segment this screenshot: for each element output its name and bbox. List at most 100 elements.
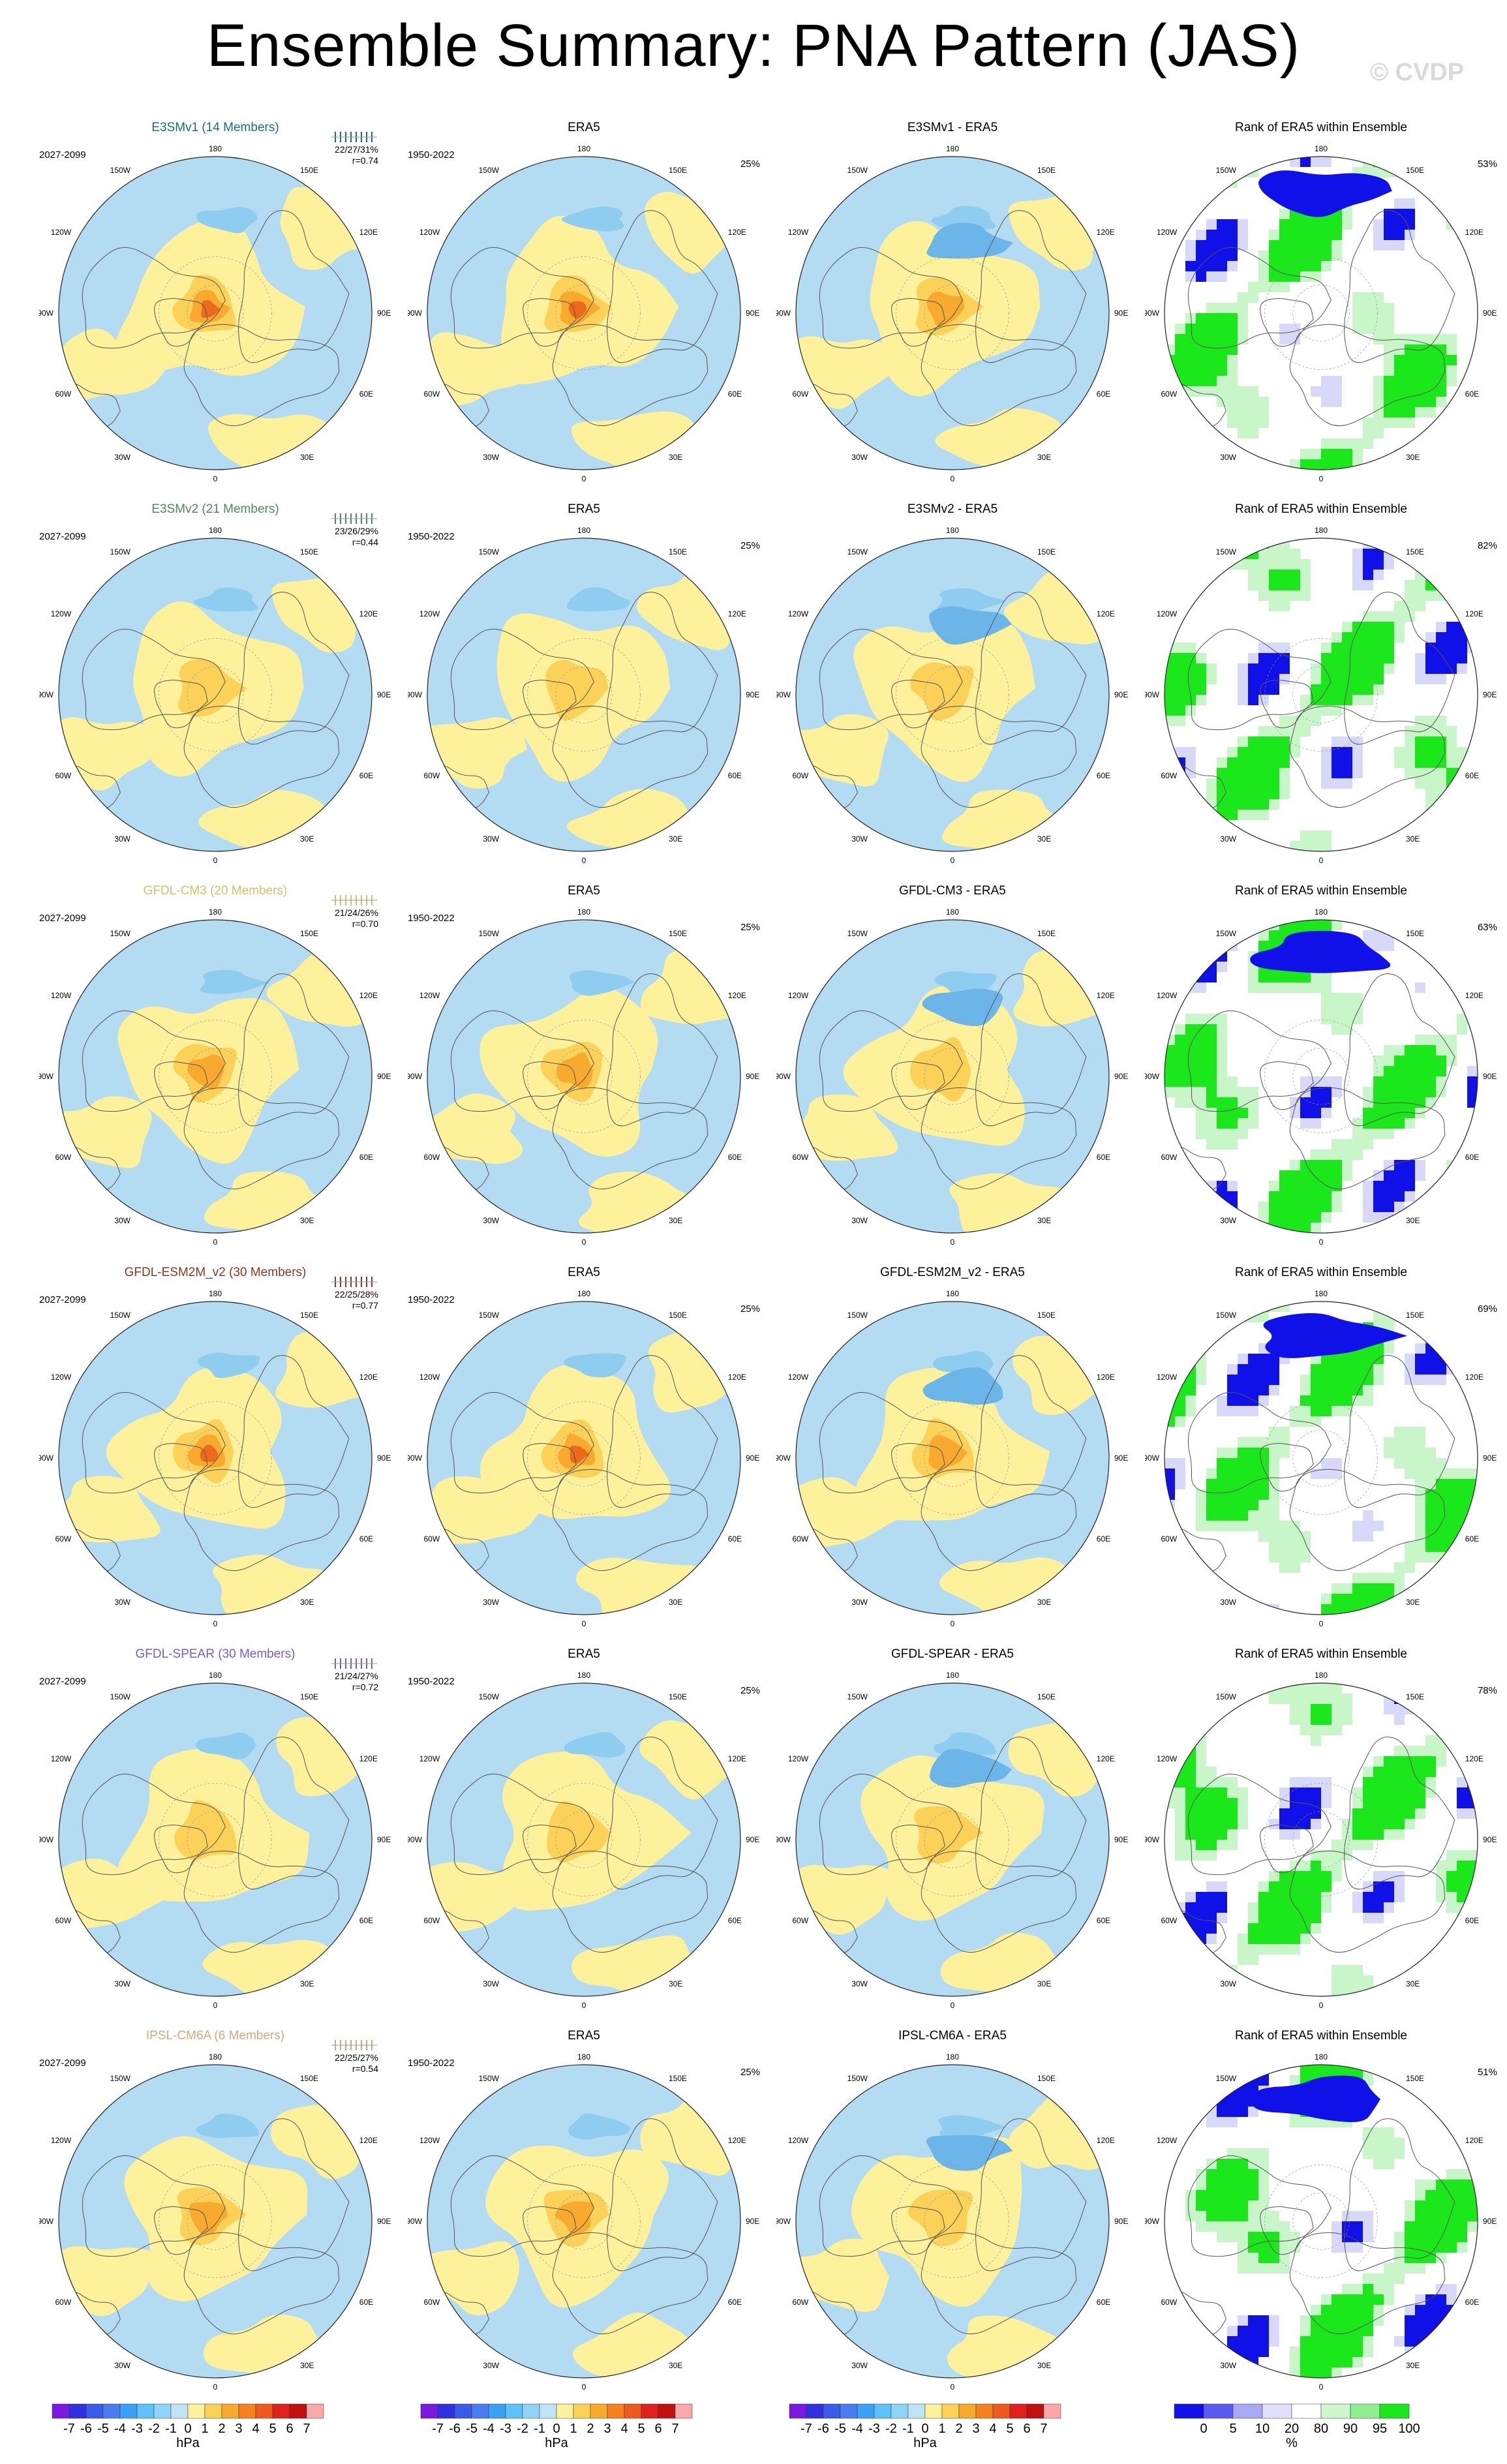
grid-label-lat180: 180 (1315, 1671, 1328, 1680)
grid-label-lon0: 0 (1319, 1238, 1324, 1247)
grid-label-lon120e: 120E (1465, 1373, 1484, 1382)
pattern-correlation: r=0.70 (352, 919, 378, 929)
colorbar-tick-label: -4 (114, 2422, 126, 2436)
grid-label-lon60w: 60W (424, 2298, 440, 2307)
grid-label-lon90e: 90E (1114, 309, 1128, 318)
obs-title: ERA5 (568, 121, 600, 134)
grid-label-lon60w: 60W (1161, 2298, 1178, 2307)
grid-label-lon30e: 30E (1406, 1216, 1420, 1225)
polar-map-obs: 180 0 150W 150E 120W 120E 90W 90E 60W 60E 30W 30E (408, 907, 759, 1247)
grid-label-lon90e: 90E (1483, 1072, 1497, 1081)
percent-variance: 78% (1477, 1685, 1497, 1696)
cvdp-watermark: © CVDP (1370, 59, 1465, 86)
grid-label-lon60e: 60E (359, 1916, 373, 1925)
panel-obs-row-1: ERA5 1950-2022 25% 180 0 150W 150E 120W 120E 90W 9… (408, 121, 760, 502)
grid-label-lon150e: 150E (1037, 929, 1056, 938)
grid-label-lon30e: 30E (1406, 834, 1420, 844)
variance-ratio: 22/25/27% (335, 2052, 378, 2063)
colorbar-tick-label: 2 (955, 2422, 962, 2436)
grid-label-lat180: 180 (946, 1671, 959, 1680)
grid-label-lon90w: 90W (408, 1072, 423, 1081)
grid-label-lon60e: 60E (728, 2298, 742, 2307)
grid-label-lon60w: 60W (55, 1534, 72, 1544)
variance-ratio: 21/24/26% (335, 907, 378, 918)
colorbar-tick-label: 3 (235, 2422, 242, 2436)
grid-label-lon30w: 30W (114, 453, 130, 462)
grid-label-lon0: 0 (951, 856, 955, 865)
grid-label-lon30w: 30W (851, 453, 868, 462)
colorbar-unit: hPa (913, 2436, 937, 2450)
grid-label-lon30w: 30W (483, 1598, 499, 1607)
variance-ratio: 21/24/27% (335, 1671, 378, 1681)
grid-label-lon30w: 30W (851, 1979, 868, 1988)
polar-map-obs: 180 0 150W 150E 120W 120E 90W 90E 60W 60E 30W 30E (408, 2052, 759, 2392)
grid-label-lon30e: 30E (300, 1598, 314, 1607)
colorbar-tick-label: 5 (269, 2422, 276, 2436)
grid-label-lon90e: 90E (746, 1072, 759, 1081)
grid-label-lon60e: 60E (359, 2298, 373, 2307)
grid-label-lon90e: 90E (746, 1835, 759, 1844)
ratio-label: 22/25/27% r=0.54 (335, 2052, 378, 2075)
panel-model-row-4: GFDL-ESM2M_v2 (30 Members) 2027-2099 22/25… (39, 1266, 391, 1647)
colorbar-tick-label: -1 (902, 2422, 914, 2436)
diff-title: GFDL-CM3 - ERA5 (899, 884, 1006, 898)
grid-label-lon0: 0 (213, 856, 218, 865)
model-title: E3SMv2 (21 Members) (151, 502, 279, 516)
grid-label-lon90w: 90W (408, 2217, 423, 2226)
grid-label-lon90w: 90W (776, 1835, 791, 1844)
panel-diff-row-3: GFDL-CM3 - ERA5 180 0 150W 150E 120W 120E 90W 90… (776, 884, 1129, 1266)
grid-label-lon120e: 120E (728, 609, 746, 618)
grid-label-lon0: 0 (213, 474, 218, 483)
grid-label-lon30w: 30W (1220, 453, 1236, 462)
ratio-label: 22/27/31% r=0.74 (335, 144, 378, 166)
grid-label-lon120e: 120E (1097, 1373, 1115, 1382)
grid-label-lon0: 0 (951, 1238, 955, 1247)
grid-label-lat180: 180 (209, 1289, 222, 1298)
grid-label-lon30e: 30E (1037, 2361, 1051, 2370)
grid-label-lat180: 180 (209, 144, 222, 153)
percent-variance: 51% (1477, 2067, 1497, 2078)
grid-label-lon60e: 60E (359, 771, 373, 780)
grid-label-lat180: 180 (577, 144, 590, 153)
panel-rank-row-6: Rank of ERA5 within Ensemble 51% 180 0 150W 1… (1145, 2029, 1497, 2411)
grid-label-lon150w: 150W (1216, 2074, 1237, 2083)
grid-label-lon30w: 30W (851, 1216, 868, 1225)
percent-variance: 25% (740, 159, 760, 170)
grid-label-lon90e: 90E (1483, 2217, 1497, 2226)
polar-map-model: 180 0 150W 150E 120W 120E 90W 90E 60W 60E 30W 30E (39, 1289, 391, 1628)
grid-label-lon60e: 60E (1465, 1534, 1479, 1544)
polar-map-model: 180 0 150W 150E 120W 120E 90W 90E 60W 60E 30W 30E (39, 2052, 391, 2392)
grid-label-lon150w: 150W (847, 1692, 868, 1701)
grid-label-lon30w: 30W (851, 1598, 868, 1607)
grid-label-lon150e: 150E (669, 2074, 687, 2083)
grid-label-lon120e: 120E (1465, 609, 1484, 618)
grid-label-lon90w: 90W (776, 2217, 791, 2226)
grid-label-lon90e: 90E (1483, 1835, 1497, 1844)
diff-title: GFDL-SPEAR - ERA5 (891, 1647, 1014, 1661)
panel-model-row-5: GFDL-SPEAR (30 Members) 2027-2099 21/24/27… (39, 1647, 391, 2029)
grid-label-lon60w: 60W (1161, 1534, 1178, 1544)
rank-title: Rank of ERA5 within Ensemble (1234, 2029, 1407, 2043)
grid-label-lon60e: 60E (728, 1534, 742, 1544)
grid-label-lon120e: 120E (1465, 2136, 1484, 2145)
grid-label-lat180: 180 (946, 144, 959, 153)
polar-map-diff: 180 0 150W 150E 120W 120E 90W 90E 60W 60E 30W 30E (776, 907, 1128, 1247)
colorbar-tick-label: 7 (1040, 2422, 1047, 2436)
grid-label-lon30e: 30E (300, 453, 314, 462)
ensemble-spread-ticks (331, 895, 377, 905)
grid-label-lon60e: 60E (1465, 1153, 1479, 1162)
grid-label-lat180: 180 (209, 2052, 222, 2061)
colorbar-tick-label: -7 (432, 2422, 444, 2436)
period-label: 2027-2099 (39, 2058, 86, 2069)
grid-label-lon60e: 60E (1097, 389, 1110, 399)
grid-label-lon60e: 60E (1097, 771, 1110, 780)
grid-label-lon120e: 120E (359, 991, 378, 1000)
grid-label-lon30e: 30E (300, 1979, 314, 1988)
colorbar-tick-label: 3 (972, 2422, 979, 2436)
colorbar-tick-label: 2 (218, 2422, 225, 2436)
polar-map-diff: 180 0 150W 150E 120W 120E 90W 90E 60W 60E 30W 30E (776, 526, 1128, 865)
grid-label-lon150e: 150E (1037, 2074, 1056, 2083)
grid-label-lon150w: 150W (847, 2074, 868, 2083)
ratio-label: 23/26/29% r=0.44 (335, 526, 378, 548)
grid-label-lon90w: 90W (408, 1453, 423, 1463)
